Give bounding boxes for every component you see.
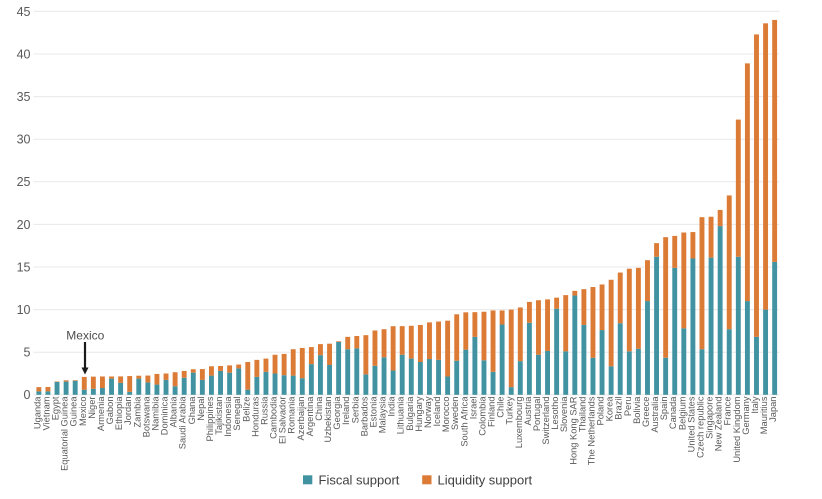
svg-text:Vietnam: Vietnam [41,396,51,430]
svg-text:Sweden: Sweden [450,397,460,431]
svg-text:Honduras: Honduras [250,396,260,437]
svg-text:Nepal: Nepal [196,397,206,421]
svg-text:Gabon: Gabon [105,397,115,425]
svg-text:20: 20 [17,218,31,232]
svg-text:Luxembourg: Luxembourg [514,397,524,449]
svg-text:Slovenia: Slovenia [559,396,569,432]
svg-text:United Kingdom: United Kingdom [732,396,742,462]
svg-text:Australia: Australia [650,396,660,433]
svg-text:Hungary: Hungary [414,396,424,431]
svg-text:Norway: Norway [423,396,433,428]
svg-text:Armenia: Armenia [96,396,106,431]
svg-text:Senegal: Senegal [232,397,242,431]
svg-text:New Zealand: New Zealand [714,397,724,452]
svg-text:Malaysia: Malaysia [378,396,388,434]
svg-text:0: 0 [24,388,31,402]
svg-text:Cambodia: Cambodia [269,396,279,439]
svg-text:Belize: Belize [241,397,251,422]
svg-text:Serbia: Serbia [350,396,360,424]
svg-text:Mexico: Mexico [66,329,104,343]
svg-text:Mexico: Mexico [78,397,88,426]
svg-text:Italy: Italy [750,396,760,413]
svg-text:Georgia: Georgia [332,396,342,430]
svg-text:45: 45 [17,5,31,19]
svg-text:Namibia: Namibia [150,396,160,431]
svg-text:France: France [723,397,733,426]
svg-text:Czech republic: Czech republic [695,396,705,458]
svg-text:Portugal: Portugal [532,397,542,432]
svg-text:Korea: Korea [605,396,615,422]
svg-text:Indonesia: Indonesia [223,396,233,437]
svg-text:Fiscal support: Fiscal support [319,472,400,487]
svg-text:Uzbekistan: Uzbekistan [323,397,333,443]
svg-text:Morocco: Morocco [441,397,451,433]
svg-text:Russia: Russia [259,396,269,425]
svg-text:Uganda: Uganda [32,396,42,429]
svg-text:Botswana: Botswana [141,396,151,438]
svg-text:Poland: Poland [596,397,606,426]
svg-text:Saudi Arabia: Saudi Arabia [178,396,188,450]
svg-text:Mauritius: Mauritius [759,396,769,434]
svg-text:The Netherlands: The Netherlands [586,396,596,465]
svg-text:Chile: Chile [496,397,506,418]
svg-text:Guinea: Guinea [69,396,79,427]
svg-text:Equatorial Guinea: Equatorial Guinea [60,396,70,471]
svg-text:India: India [387,396,397,417]
svg-text:Spain: Spain [659,397,669,421]
svg-text:Austria: Austria [523,396,533,426]
svg-text:Israel: Israel [468,397,478,420]
svg-text:Ethiopia: Ethiopia [114,396,124,430]
svg-text:Turkey: Turkey [505,396,515,424]
svg-text:Ghana: Ghana [187,396,197,425]
svg-text:Lithuania: Lithuania [396,396,406,435]
svg-text:Canada: Canada [668,396,678,429]
svg-text:Lesotho: Lesotho [550,397,560,430]
svg-text:Ireland: Ireland [341,397,351,425]
svg-text:40: 40 [17,47,31,61]
svg-text:China: China [314,396,324,421]
svg-text:Tajikistan: Tajikistan [214,397,224,435]
svg-text:30: 30 [17,133,31,147]
svg-text:10: 10 [17,303,31,317]
svg-text:Belgium: Belgium [677,396,687,430]
svg-text:Hong Kong SAR: Hong Kong SAR [568,396,578,465]
svg-text:Japan: Japan [768,397,778,422]
svg-text:Switzerland: Switzerland [541,397,551,445]
svg-text:Bulgaria: Bulgaria [405,396,415,431]
svg-text:South Africa: South Africa [459,396,469,447]
svg-text:Philippines: Philippines [205,396,215,441]
svg-text:Barbados: Barbados [359,396,369,436]
svg-text:Estonia: Estonia [368,396,378,428]
svg-text:Singapore: Singapore [705,397,715,439]
svg-text:Finland: Finland [487,397,497,428]
svg-text:Niger: Niger [87,397,97,419]
svg-text:United States: United States [686,396,696,452]
svg-text:Greece: Greece [641,397,651,428]
svg-text:5: 5 [24,346,31,360]
svg-text:Argentina: Argentina [305,396,315,437]
svg-text:El Salvador: El Salvador [278,397,288,445]
svg-text:15: 15 [17,260,31,274]
svg-text:Thailand: Thailand [577,397,587,433]
svg-text:Romania: Romania [287,396,297,434]
svg-text:Egypt: Egypt [51,396,61,420]
svg-text:Azerbaijan: Azerbaijan [296,397,306,441]
svg-text:Bolivia: Bolivia [632,396,642,424]
svg-text:Colombia: Colombia [477,396,487,436]
svg-text:Peru: Peru [623,397,633,417]
svg-text:Germany: Germany [741,396,751,435]
svg-text:Liquidity support: Liquidity support [438,472,533,487]
svg-text:25: 25 [17,175,31,189]
svg-text:Iceland: Iceland [432,397,442,427]
svg-text:35: 35 [17,90,31,104]
svg-text:Brazil: Brazil [614,397,624,420]
svg-text:Jordan: Jordan [123,397,133,425]
svg-text:Zambia: Zambia [132,396,142,428]
svg-text:Albania: Albania [169,396,179,428]
svg-text:Dominica: Dominica [160,396,170,436]
